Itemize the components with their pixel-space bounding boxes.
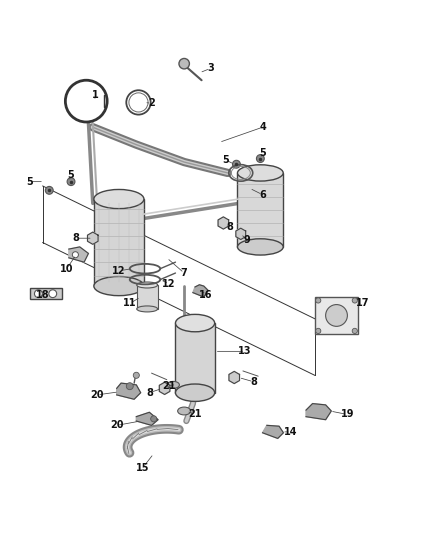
Circle shape bbox=[133, 372, 139, 378]
Circle shape bbox=[325, 304, 347, 326]
Text: 12: 12 bbox=[112, 266, 126, 276]
Text: 5: 5 bbox=[26, 176, 33, 187]
Text: 17: 17 bbox=[356, 298, 369, 309]
Ellipse shape bbox=[178, 407, 191, 415]
Polygon shape bbox=[117, 383, 141, 399]
Text: 12: 12 bbox=[162, 279, 176, 289]
Text: 8: 8 bbox=[72, 233, 79, 243]
Text: 14: 14 bbox=[284, 427, 297, 437]
Text: 11: 11 bbox=[123, 298, 137, 309]
Text: 21: 21 bbox=[162, 381, 176, 391]
Polygon shape bbox=[229, 372, 240, 384]
Polygon shape bbox=[236, 228, 246, 239]
Text: 18: 18 bbox=[36, 290, 49, 300]
Ellipse shape bbox=[167, 382, 180, 389]
Text: 21: 21 bbox=[188, 409, 202, 419]
Text: 8: 8 bbox=[251, 377, 257, 387]
Circle shape bbox=[46, 187, 53, 194]
Ellipse shape bbox=[237, 165, 283, 181]
Bar bbox=[137, 285, 158, 309]
Text: 13: 13 bbox=[238, 346, 252, 357]
Ellipse shape bbox=[237, 239, 283, 255]
Circle shape bbox=[126, 383, 133, 390]
Bar bbox=[94, 199, 144, 286]
Polygon shape bbox=[306, 403, 331, 419]
Circle shape bbox=[49, 290, 57, 297]
Text: 1: 1 bbox=[92, 90, 99, 100]
Circle shape bbox=[352, 328, 357, 334]
Circle shape bbox=[233, 160, 240, 168]
Polygon shape bbox=[159, 382, 170, 394]
Circle shape bbox=[35, 290, 42, 297]
Text: 4: 4 bbox=[259, 122, 266, 132]
Circle shape bbox=[67, 177, 75, 185]
Text: 10: 10 bbox=[60, 264, 74, 273]
Text: 2: 2 bbox=[148, 98, 155, 108]
Ellipse shape bbox=[137, 282, 158, 288]
Ellipse shape bbox=[94, 277, 144, 296]
Circle shape bbox=[316, 328, 321, 334]
Text: 19: 19 bbox=[341, 409, 354, 419]
Polygon shape bbox=[262, 425, 283, 439]
Ellipse shape bbox=[176, 384, 215, 401]
Text: 16: 16 bbox=[199, 290, 213, 300]
Text: 20: 20 bbox=[90, 390, 104, 400]
Circle shape bbox=[179, 59, 189, 69]
Circle shape bbox=[256, 155, 264, 163]
Bar bbox=[176, 323, 215, 393]
Text: 7: 7 bbox=[181, 268, 187, 278]
Text: 3: 3 bbox=[207, 63, 214, 74]
Text: 8: 8 bbox=[226, 222, 233, 232]
Text: 9: 9 bbox=[244, 236, 251, 245]
Bar bbox=[315, 297, 358, 334]
Circle shape bbox=[316, 298, 321, 303]
Bar bbox=[30, 288, 62, 299]
Ellipse shape bbox=[176, 314, 215, 332]
Text: 5: 5 bbox=[222, 155, 229, 165]
Text: 5: 5 bbox=[67, 170, 74, 180]
Text: 20: 20 bbox=[110, 421, 124, 430]
Text: 6: 6 bbox=[259, 190, 266, 200]
Text: 8: 8 bbox=[146, 387, 153, 398]
Polygon shape bbox=[193, 285, 208, 297]
Circle shape bbox=[72, 252, 78, 258]
Polygon shape bbox=[218, 217, 229, 229]
Polygon shape bbox=[69, 247, 88, 262]
Text: 5: 5 bbox=[259, 148, 266, 158]
Ellipse shape bbox=[94, 189, 144, 208]
Text: 15: 15 bbox=[136, 463, 150, 473]
Polygon shape bbox=[136, 413, 158, 425]
Ellipse shape bbox=[137, 306, 158, 312]
Circle shape bbox=[151, 416, 157, 422]
Circle shape bbox=[352, 298, 357, 303]
Bar bbox=[237, 173, 283, 247]
Polygon shape bbox=[88, 232, 98, 244]
